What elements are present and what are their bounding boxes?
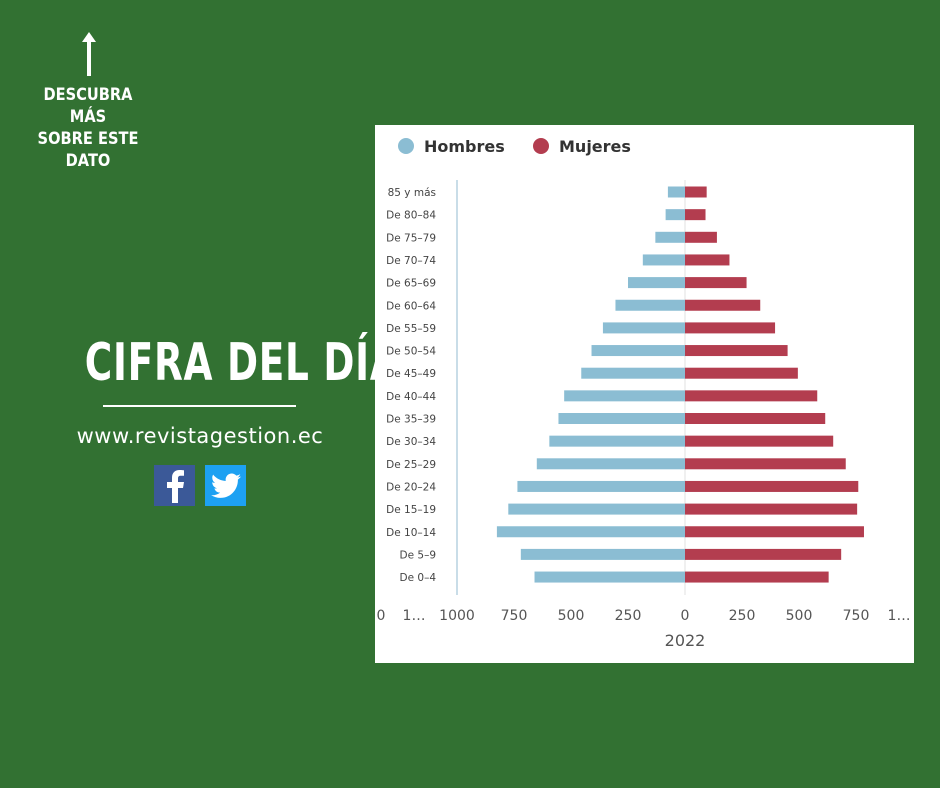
bar-mujeres[interactable] bbox=[685, 526, 864, 538]
chart-panel: Hombres Mujeres 85 y más De 80–84 De 75–79… bbox=[375, 125, 914, 663]
legend-label-hombres[interactable]: Hombres bbox=[424, 137, 505, 156]
arrow-up-icon bbox=[82, 32, 96, 76]
bar-hombres[interactable] bbox=[558, 413, 685, 424]
bars bbox=[496, 186, 864, 583]
x-tick-label: 1000 bbox=[439, 608, 475, 624]
category-label: De 35–39 bbox=[386, 414, 436, 426]
category-label: De 55–59 bbox=[386, 323, 436, 335]
bar-hombres[interactable] bbox=[517, 480, 685, 492]
discover-more-text[interactable]: DESCUBRA MÁS SOBRE ESTE DATO bbox=[28, 84, 148, 172]
category-label: De 20–24 bbox=[386, 481, 436, 493]
bar-mujeres[interactable] bbox=[685, 254, 730, 266]
bar-hombres[interactable] bbox=[536, 458, 685, 470]
bar-mujeres[interactable] bbox=[685, 322, 776, 334]
x-tick-label: 250 bbox=[615, 608, 642, 624]
discover-line-1: DESCUBRA MÁS bbox=[43, 85, 133, 127]
category-label: De 25–29 bbox=[386, 459, 436, 471]
bar-hombres[interactable] bbox=[655, 231, 685, 243]
x-tick-label: 500 bbox=[558, 608, 585, 624]
x-axis-ticks: 0 1… 1000 750 500 250 0 250 500 750 1… bbox=[377, 608, 911, 624]
category-labels: 85 y más De 80–84 De 75–79 De 70–74 De 65–69… bbox=[386, 187, 436, 584]
x-tick-label: 0 bbox=[681, 608, 690, 624]
bar-hombres[interactable] bbox=[581, 367, 685, 379]
bar-mujeres[interactable] bbox=[685, 435, 834, 447]
bar-mujeres[interactable] bbox=[685, 299, 761, 311]
category-label: De 40–44 bbox=[386, 391, 436, 403]
x-tick-label: 1… bbox=[888, 608, 911, 624]
bar-hombres[interactable] bbox=[665, 209, 685, 221]
bar-hombres[interactable] bbox=[628, 277, 685, 289]
category-label: De 15–19 bbox=[386, 504, 436, 516]
category-label: De 60–64 bbox=[386, 300, 436, 312]
category-label: De 65–69 bbox=[386, 278, 436, 290]
website-link[interactable]: www.revistagestion.ec bbox=[76, 424, 324, 448]
category-label: De 30–34 bbox=[386, 436, 436, 448]
bar-hombres[interactable] bbox=[642, 254, 685, 266]
legend: Hombres Mujeres bbox=[398, 137, 631, 156]
x-tick-label: 500 bbox=[786, 608, 813, 624]
bar-mujeres[interactable] bbox=[685, 413, 826, 424]
discover-line-3: DATO bbox=[65, 151, 111, 171]
bar-hombres[interactable] bbox=[564, 390, 685, 402]
legend-swatch-hombres[interactable] bbox=[398, 138, 414, 154]
discover-line-2: SOBRE ESTE bbox=[37, 129, 139, 149]
twitter-icon bbox=[210, 473, 241, 498]
category-label: De 0–4 bbox=[400, 572, 437, 584]
x-axis-title: 2022 bbox=[665, 631, 706, 650]
bar-mujeres[interactable] bbox=[685, 367, 798, 379]
facebook-icon bbox=[166, 469, 184, 503]
title-divider bbox=[103, 405, 296, 407]
x-tick-label: 750 bbox=[843, 608, 870, 624]
facebook-button[interactable] bbox=[154, 465, 195, 506]
bar-hombres[interactable] bbox=[591, 345, 685, 357]
bar-mujeres[interactable] bbox=[685, 480, 859, 492]
bar-mujeres[interactable] bbox=[685, 458, 846, 470]
category-label: De 45–49 bbox=[386, 368, 436, 380]
category-label: 85 y más bbox=[388, 187, 436, 199]
bar-hombres[interactable] bbox=[520, 548, 685, 560]
category-label: De 75–79 bbox=[386, 232, 436, 244]
bar-mujeres[interactable] bbox=[685, 209, 706, 221]
bar-mujeres[interactable] bbox=[685, 231, 717, 243]
bar-hombres[interactable] bbox=[534, 571, 685, 583]
category-label: De 70–74 bbox=[386, 255, 436, 267]
x-tick-label: 750 bbox=[501, 608, 528, 624]
bar-hombres[interactable] bbox=[615, 299, 685, 311]
bar-mujeres[interactable] bbox=[685, 571, 829, 583]
category-label: De 80–84 bbox=[386, 210, 436, 222]
bar-hombres[interactable] bbox=[508, 503, 685, 515]
bar-mujeres[interactable] bbox=[685, 186, 707, 198]
bar-mujeres[interactable] bbox=[685, 390, 818, 402]
legend-swatch-mujeres[interactable] bbox=[533, 138, 549, 154]
bar-mujeres[interactable] bbox=[685, 277, 747, 289]
bar-hombres[interactable] bbox=[667, 186, 685, 198]
bar-hombres[interactable] bbox=[496, 526, 685, 538]
x-tick-label: 0 bbox=[377, 608, 386, 624]
category-label: De 5–9 bbox=[400, 549, 437, 561]
x-tick-label: 250 bbox=[729, 608, 756, 624]
bar-hombres[interactable] bbox=[602, 322, 685, 334]
twitter-button[interactable] bbox=[205, 465, 246, 506]
legend-label-mujeres[interactable]: Mujeres bbox=[559, 137, 631, 156]
bar-hombres[interactable] bbox=[549, 435, 685, 447]
x-tick-label: 1… bbox=[403, 608, 426, 624]
population-pyramid-chart: Hombres Mujeres 85 y más De 80–84 De 75–79… bbox=[377, 137, 911, 650]
page-title: CIFRA DEL DÍA bbox=[84, 333, 400, 393]
bar-mujeres[interactable] bbox=[685, 503, 858, 515]
category-label: De 10–14 bbox=[386, 527, 436, 539]
category-label: De 50–54 bbox=[386, 346, 436, 358]
bar-mujeres[interactable] bbox=[685, 548, 842, 560]
bar-mujeres[interactable] bbox=[685, 345, 788, 357]
